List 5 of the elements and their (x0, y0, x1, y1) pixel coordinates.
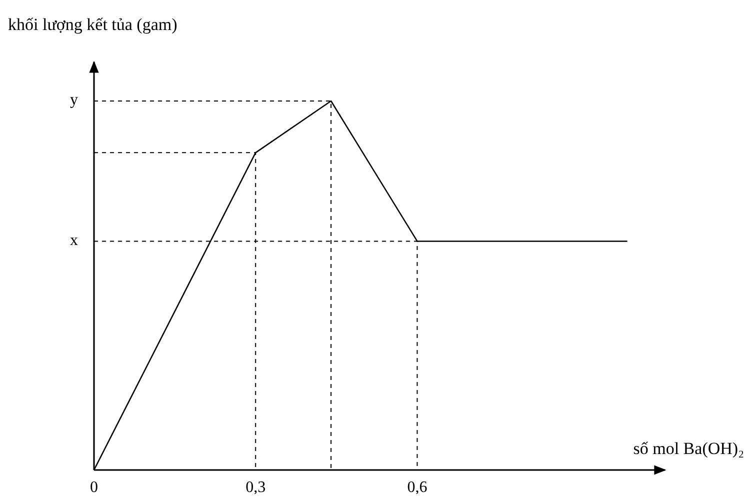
x-tick-label: 0 (90, 479, 98, 496)
text: y (70, 92, 78, 109)
y-axis-title: khối lượng kết tủa (gam) (8, 15, 178, 34)
x-axis-title: số mol Ba(OH)₂ (633, 439, 744, 458)
text: x (70, 232, 78, 249)
